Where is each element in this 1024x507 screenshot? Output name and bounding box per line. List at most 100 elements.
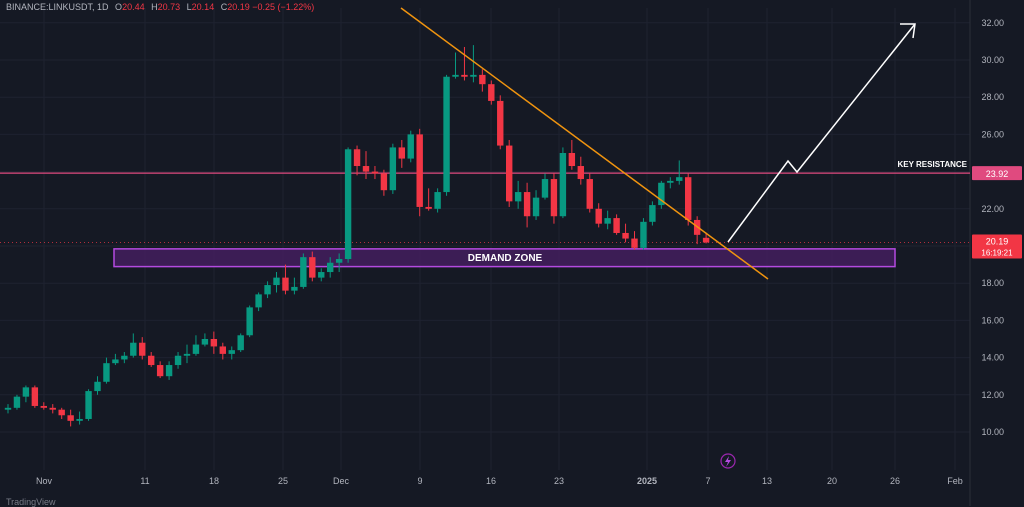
price-axis-label: 18.00 <box>981 278 1004 288</box>
candle-body <box>282 277 289 291</box>
low-key: L <box>186 2 192 12</box>
candle-body <box>344 149 352 260</box>
candle-body <box>309 257 316 278</box>
candle-body <box>416 134 423 207</box>
candle-body <box>613 218 620 233</box>
candle-body <box>667 180 674 183</box>
candle-body <box>228 350 235 354</box>
candle-body <box>568 153 576 167</box>
candle-body <box>49 407 56 410</box>
projection-arrow-path <box>727 23 916 243</box>
low-value: 20.14 <box>191 2 215 12</box>
candle-body <box>76 418 83 421</box>
candle-body <box>4 407 12 410</box>
candle-body <box>622 232 629 239</box>
demand-zone-label: DEMAND ZONE <box>468 253 543 264</box>
candle-body <box>246 307 253 336</box>
price-axis-label: 30.00 <box>981 55 1004 65</box>
candle-body <box>514 192 522 202</box>
candle-body <box>264 285 271 295</box>
candle-body <box>22 387 30 397</box>
candle-body <box>174 355 182 366</box>
time-axis-label: 18 <box>209 476 219 486</box>
time-axis-label: 11 <box>140 476 149 486</box>
candle-body <box>389 147 397 191</box>
candle-body <box>407 134 414 159</box>
candle-body <box>362 166 370 172</box>
candle-body <box>443 76 450 193</box>
candle-body <box>121 355 128 360</box>
descending-trendline <box>400 7 769 280</box>
candle-body <box>291 286 298 291</box>
time-axis-label: 2025 <box>637 476 657 486</box>
price-axis-label: 16.00 <box>981 315 1004 325</box>
bar-countdown: 16:19:21 <box>981 248 1013 257</box>
candle-body <box>586 179 593 209</box>
current-price-tag <box>972 234 1022 259</box>
time-axis-label: Nov <box>36 476 53 486</box>
time-axis-label: 26 <box>890 476 900 486</box>
time-axis-label: 25 <box>278 476 288 486</box>
price-axis-label: 12.00 <box>981 390 1004 400</box>
time-axis-label: 20 <box>827 476 837 486</box>
change-value: −0.25 (−1.22%) <box>252 2 315 12</box>
candle-body <box>595 208 602 224</box>
candle-body <box>452 74 459 77</box>
candle-body <box>640 221 647 248</box>
current-price-value: 20.19 <box>986 236 1009 246</box>
candle-body <box>273 277 280 286</box>
candle-body <box>130 342 137 356</box>
tradingview-logo: TradingView <box>6 497 56 507</box>
candle-body <box>371 171 379 174</box>
candle-body <box>156 365 164 377</box>
open-key: O <box>115 2 123 12</box>
resistance-price-tag <box>972 166 1022 181</box>
candle-body <box>94 381 101 392</box>
candle-body <box>40 405 47 408</box>
candle-body <box>210 339 218 347</box>
time-axis-label: 23 <box>554 476 564 486</box>
candle-body <box>255 294 262 308</box>
ohlc-legend: BINANCE:LINKUSDT, 1D O20.44 H20.73 L20.1… <box>6 2 314 12</box>
candle-body <box>541 179 549 198</box>
candle-body <box>532 197 540 217</box>
price-axis-label: 32.00 <box>981 18 1004 28</box>
candle-body <box>67 415 74 421</box>
lightning-bolt-icon <box>725 456 731 467</box>
candle-body <box>58 409 65 416</box>
candle-body <box>559 153 567 217</box>
candle-body <box>139 342 146 356</box>
open-value: 20.44 <box>122 2 145 12</box>
candle-body <box>318 272 325 278</box>
candle-body <box>103 363 110 382</box>
candle-body <box>201 339 209 345</box>
time-axis-label: Feb <box>947 476 963 486</box>
candle-body <box>165 365 173 377</box>
time-axis-label: 9 <box>417 476 422 486</box>
candle-body <box>550 179 558 217</box>
candle-body <box>398 147 405 159</box>
candle-body <box>31 387 39 406</box>
candle-body <box>702 237 710 243</box>
price-axis-label: 28.00 <box>981 92 1004 102</box>
candle-body <box>237 335 244 351</box>
candle-body <box>300 257 307 287</box>
candle-body <box>85 391 92 419</box>
price-axis-label: 26.00 <box>981 129 1004 139</box>
price-axis-label: 22.00 <box>981 204 1004 214</box>
candle-body <box>631 238 638 248</box>
candle-body <box>488 84 495 101</box>
candle-body <box>497 100 504 146</box>
symbol-label: BINANCE:LINKUSDT, 1D <box>6 2 109 12</box>
candle-body <box>470 74 477 77</box>
time-axis-label: 13 <box>762 476 772 486</box>
close-key: C <box>220 2 228 12</box>
time-axis-label: Dec <box>333 476 350 486</box>
time-axis-label: 16 <box>486 476 496 486</box>
candle-body <box>219 346 226 354</box>
candle-body <box>461 74 468 77</box>
price-axis-label: 14.00 <box>981 353 1004 363</box>
candle-body <box>148 355 155 366</box>
candle-body <box>685 177 692 220</box>
